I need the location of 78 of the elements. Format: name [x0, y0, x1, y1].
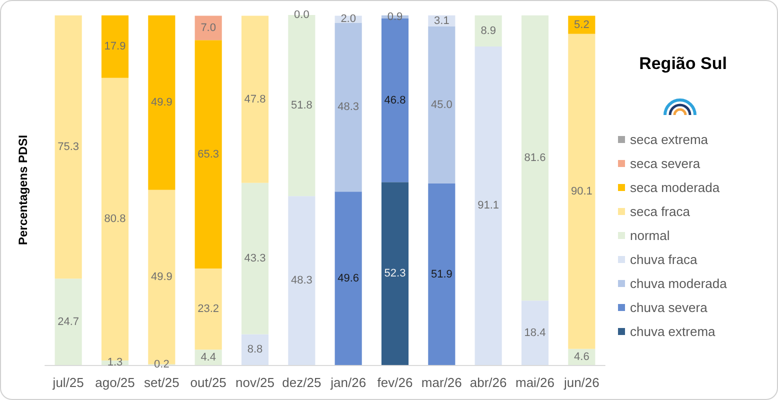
data-label: 80.8 — [104, 213, 126, 226]
legend-label: chuva severa — [630, 300, 708, 315]
legend-label: chuva moderada — [630, 276, 728, 291]
bar — [148, 15, 176, 190]
data-label: 5.2 — [574, 18, 590, 31]
legend-label: seca fraca — [630, 204, 691, 219]
data-label: 8.8 — [247, 344, 263, 356]
legend-label: chuva fraca — [630, 252, 698, 267]
bar — [241, 334, 269, 365]
bar — [428, 26, 456, 184]
data-label: 17.9 — [104, 40, 126, 53]
data-label: 18.4 — [524, 326, 546, 339]
data-label: 47.8 — [244, 93, 266, 106]
data-label: 52.3 — [384, 268, 406, 280]
x-tick-label: jan/26 — [330, 375, 366, 390]
bar — [428, 184, 456, 365]
data-label: 43.3 — [244, 252, 266, 265]
x-tick-label: jun/26 — [562, 375, 600, 390]
x-tick-label: dez/25 — [282, 375, 322, 390]
data-label: 8.9 — [480, 24, 496, 37]
data-label: 45.0 — [430, 98, 452, 111]
data-label: 49.9 — [150, 271, 172, 284]
bar — [568, 34, 596, 349]
bar — [288, 196, 316, 365]
legend-label: seca severa — [630, 156, 701, 171]
bar — [334, 192, 362, 365]
x-tick-label: out/25 — [190, 375, 226, 390]
data-label: 24.7 — [58, 316, 80, 328]
data-label: 49.9 — [150, 96, 172, 109]
x-tick-label: mar/26 — [421, 375, 462, 390]
bar — [194, 40, 222, 268]
data-label: 90.1 — [570, 185, 592, 198]
bar — [474, 46, 502, 365]
x-tick-label: mai/26 — [515, 375, 555, 390]
data-label: 48.3 — [338, 101, 360, 114]
data-label: 51.8 — [290, 100, 312, 112]
legend-label: chuva extrema — [630, 324, 716, 339]
bar — [101, 15, 129, 78]
bar — [241, 16, 269, 183]
data-label: 65.3 — [198, 148, 220, 160]
data-label: 7.0 — [200, 22, 216, 34]
data-label: 81.6 — [524, 152, 546, 164]
legend-label: normal — [630, 228, 670, 243]
bar — [381, 182, 409, 365]
bar — [474, 15, 502, 46]
x-tick-label: set/25 — [144, 375, 180, 390]
text: Região Sul — [639, 54, 727, 73]
data-label: 49.6 — [338, 272, 360, 284]
data-label: 46.8 — [384, 94, 406, 106]
data-label: 1.3 — [107, 356, 123, 369]
bar — [241, 182, 269, 334]
data-label: 0.2 — [154, 358, 170, 371]
data-label: 4.4 — [200, 351, 216, 364]
bar — [194, 16, 222, 40]
bar — [54, 278, 82, 365]
x-tick-label: abr/26 — [470, 375, 507, 390]
x-tick-label: jul/25 — [52, 375, 84, 390]
data-label: 2.0 — [340, 13, 356, 26]
legend-label: seca moderada — [630, 180, 720, 195]
bar — [521, 15, 549, 301]
bar — [194, 268, 222, 350]
data-label: 3.1 — [434, 14, 450, 27]
x-tick-label: nov/25 — [235, 375, 275, 390]
bar — [334, 22, 362, 192]
bar — [54, 15, 82, 279]
bar — [568, 16, 596, 34]
data-label: 48.3 — [290, 274, 312, 287]
data-label: 23.2 — [198, 303, 220, 316]
data-label: 0.0 — [294, 9, 310, 21]
x-tick-label: fev/26 — [377, 375, 413, 390]
bar — [521, 300, 549, 365]
data-label: 91.1 — [478, 200, 500, 212]
data-label: 51.9 — [430, 268, 452, 280]
x-tick-label: ago/25 — [95, 375, 135, 390]
y-axis-title: Percentagens PDSI — [16, 134, 30, 246]
data-label: 4.6 — [574, 350, 590, 363]
data-label: 75.3 — [58, 140, 80, 153]
legend-label: seca extrema — [630, 132, 709, 147]
